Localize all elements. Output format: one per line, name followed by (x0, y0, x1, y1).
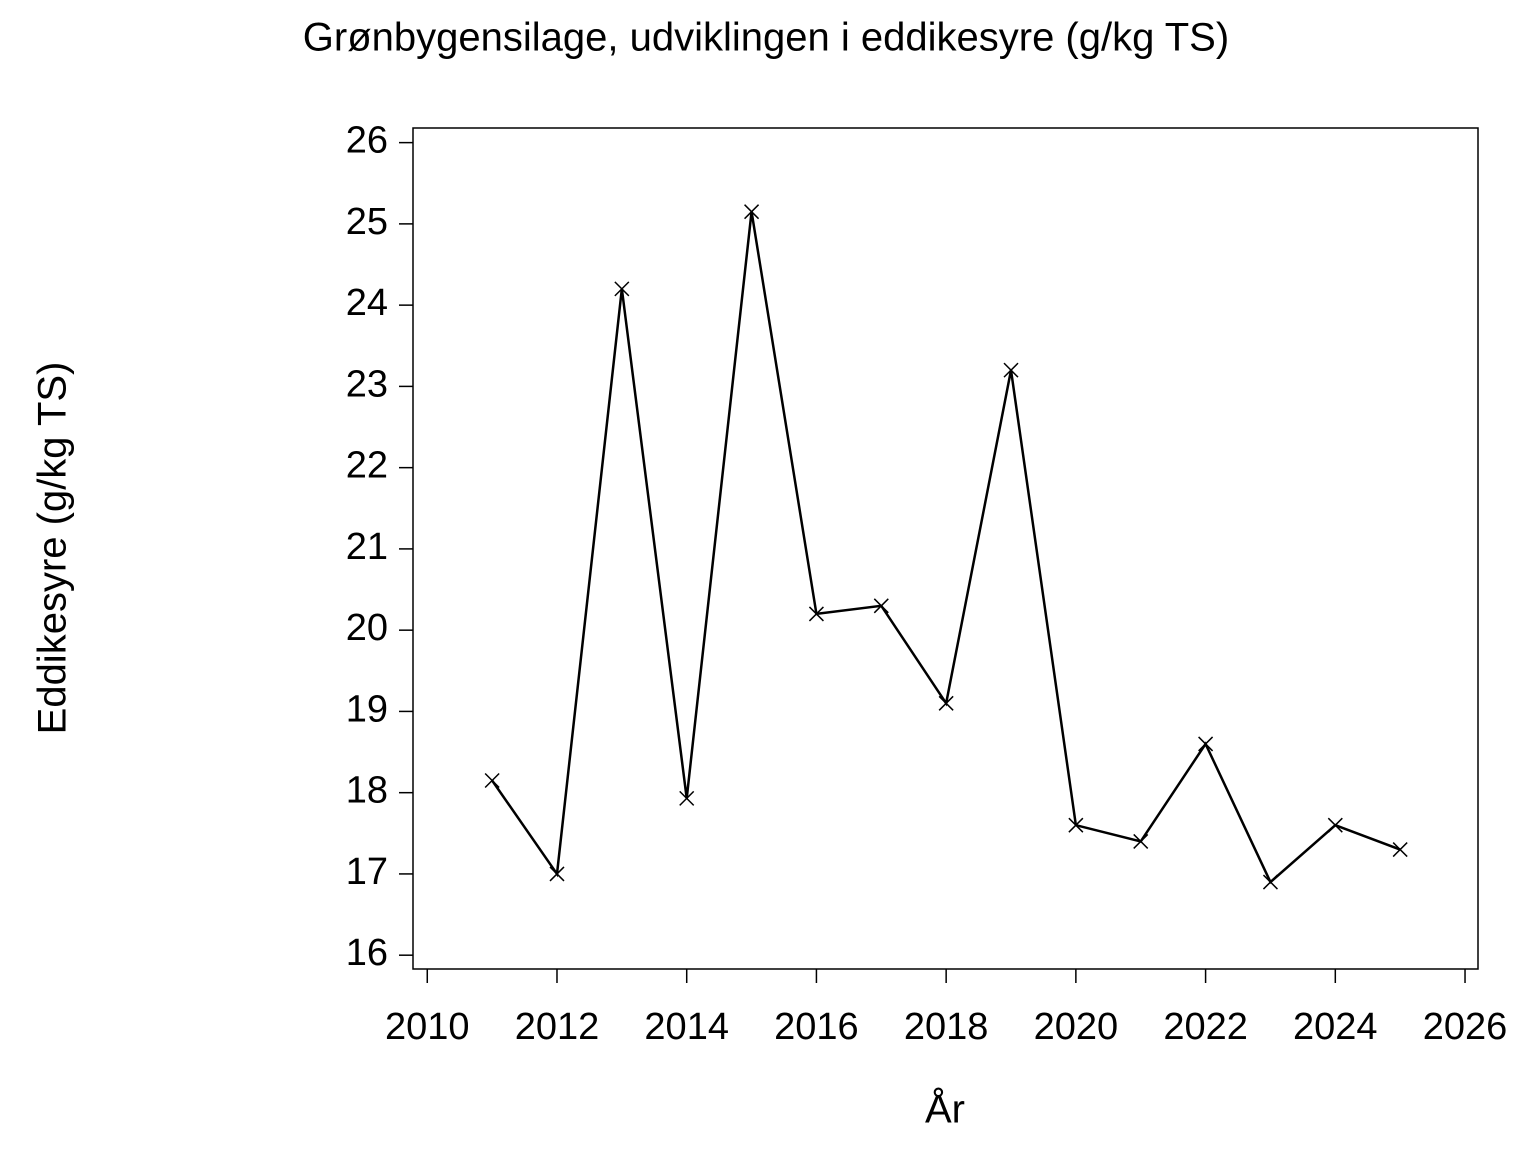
data-marker (484, 772, 500, 789)
data-marker (1262, 874, 1278, 890)
x-tick-label: 2022 (1163, 1006, 1248, 1048)
y-tick-label: 18 (346, 770, 388, 812)
y-tick-label: 17 (346, 851, 388, 893)
data-marker (549, 866, 565, 882)
y-tick-label: 25 (346, 201, 388, 243)
x-tick-label: 2018 (904, 1006, 989, 1048)
data-marker (1327, 817, 1343, 833)
data-marker (614, 281, 630, 297)
y-axis-label: Eddikesyre (g/kg TS) (31, 362, 75, 735)
x-axis-label: År (925, 1087, 965, 1132)
data-marker (808, 606, 824, 622)
data-marker (938, 695, 954, 711)
y-tick-label: 26 (346, 120, 388, 162)
y-tick-label: 16 (346, 932, 388, 974)
y-tick-label: 24 (346, 282, 388, 324)
data-marker (873, 598, 889, 614)
y-tick-label: 22 (346, 445, 388, 487)
x-tick-label: 2014 (644, 1006, 729, 1048)
plot-frame (412, 127, 1479, 970)
y-tick-label: 20 (346, 607, 388, 649)
data-marker (1392, 842, 1408, 858)
data-marker (1133, 833, 1149, 849)
y-tick-label: 23 (346, 363, 388, 405)
data-marker (744, 204, 760, 220)
data-marker (1198, 736, 1214, 752)
x-tick-label: 2024 (1293, 1006, 1378, 1048)
x-tick-label: 2012 (515, 1006, 600, 1048)
y-tick-label: 19 (346, 688, 388, 730)
y-tick-label: 21 (346, 526, 388, 568)
data-marker (1068, 817, 1084, 833)
chart-title: Grønbygensilage, udviklingen i eddikesyr… (303, 16, 1229, 60)
x-tick-label: 2010 (385, 1006, 470, 1048)
data-marker (679, 790, 695, 806)
x-tick-label: 2016 (774, 1006, 859, 1048)
data-marker (1003, 362, 1019, 378)
data-line (491, 211, 1401, 885)
x-tick-label: 2020 (1034, 1006, 1119, 1048)
x-tick-label: 2026 (1423, 1006, 1508, 1048)
